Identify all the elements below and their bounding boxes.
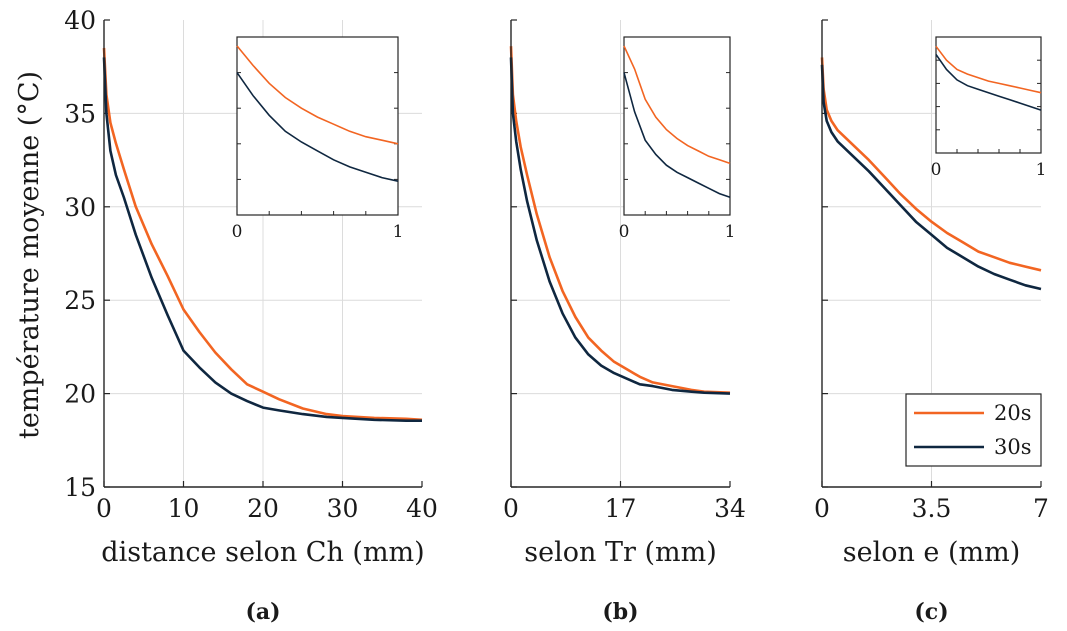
y-axis-label: température moyenne (°C): [14, 71, 45, 439]
inset-series-line-20s: [935, 45, 1042, 94]
x-axis-label: selon Tr (mm): [524, 537, 716, 568]
y-tick-label: 40: [64, 6, 96, 35]
inset-frame: [935, 36, 1042, 154]
inset-series-line-20s: [623, 45, 731, 165]
inset-x-tick-label: 1: [725, 222, 736, 242]
legend-label-20s: 20s: [994, 401, 1032, 425]
inset-x-tick-label: 1: [1036, 160, 1047, 180]
y-tick-label: 15: [64, 473, 96, 502]
x-tick-label: 10: [168, 494, 200, 523]
y-tick-label: 20: [64, 380, 96, 409]
y-tick-label: 35: [64, 99, 96, 128]
series-line-20s: [102, 47, 423, 422]
x-tick-label: 0: [503, 494, 519, 523]
x-axis-label: selon e (mm): [843, 537, 1021, 568]
x-tick-label: 3.5: [912, 494, 952, 523]
series-line-30s: [102, 57, 422, 422]
series-line-30s: [820, 64, 1042, 291]
inset-series-line-30s: [935, 53, 1042, 111]
x-axis-label: distance selon Ch (mm): [101, 537, 424, 568]
inset-series-line-30s: [623, 72, 731, 198]
legend-box: [905, 393, 1042, 467]
x-tick-label: 0: [96, 494, 112, 523]
inset-frame: [623, 36, 731, 216]
inset-x-tick-label: 0: [232, 222, 243, 242]
series-line-20s: [509, 46, 731, 394]
inset-x-tick-label: 0: [619, 222, 630, 242]
inset-series-line-30s: [236, 72, 399, 182]
inset-series-line-20s: [236, 45, 399, 145]
legend-label-30s: 30s: [994, 435, 1032, 459]
x-tick-label: 34: [714, 494, 746, 523]
inset-x-tick-label: 0: [931, 160, 942, 180]
x-tick-label: 30: [327, 494, 359, 523]
y-tick-label: 25: [64, 286, 96, 315]
x-tick-label: 17: [605, 494, 637, 523]
panel-label: (c): [914, 599, 948, 625]
series-line-30s: [509, 57, 731, 395]
x-tick-label: 7: [1033, 494, 1049, 523]
panel-label: (b): [602, 599, 638, 625]
x-tick-label: 0: [814, 494, 830, 523]
inset-frame: [236, 36, 399, 216]
series-line-20s: [820, 57, 1042, 272]
x-tick-label: 20: [247, 494, 279, 523]
panel-label: (a): [245, 599, 280, 625]
y-tick-label: 30: [64, 193, 96, 222]
inset-x-tick-label: 1: [393, 222, 404, 242]
x-tick-label: 40: [406, 494, 438, 523]
